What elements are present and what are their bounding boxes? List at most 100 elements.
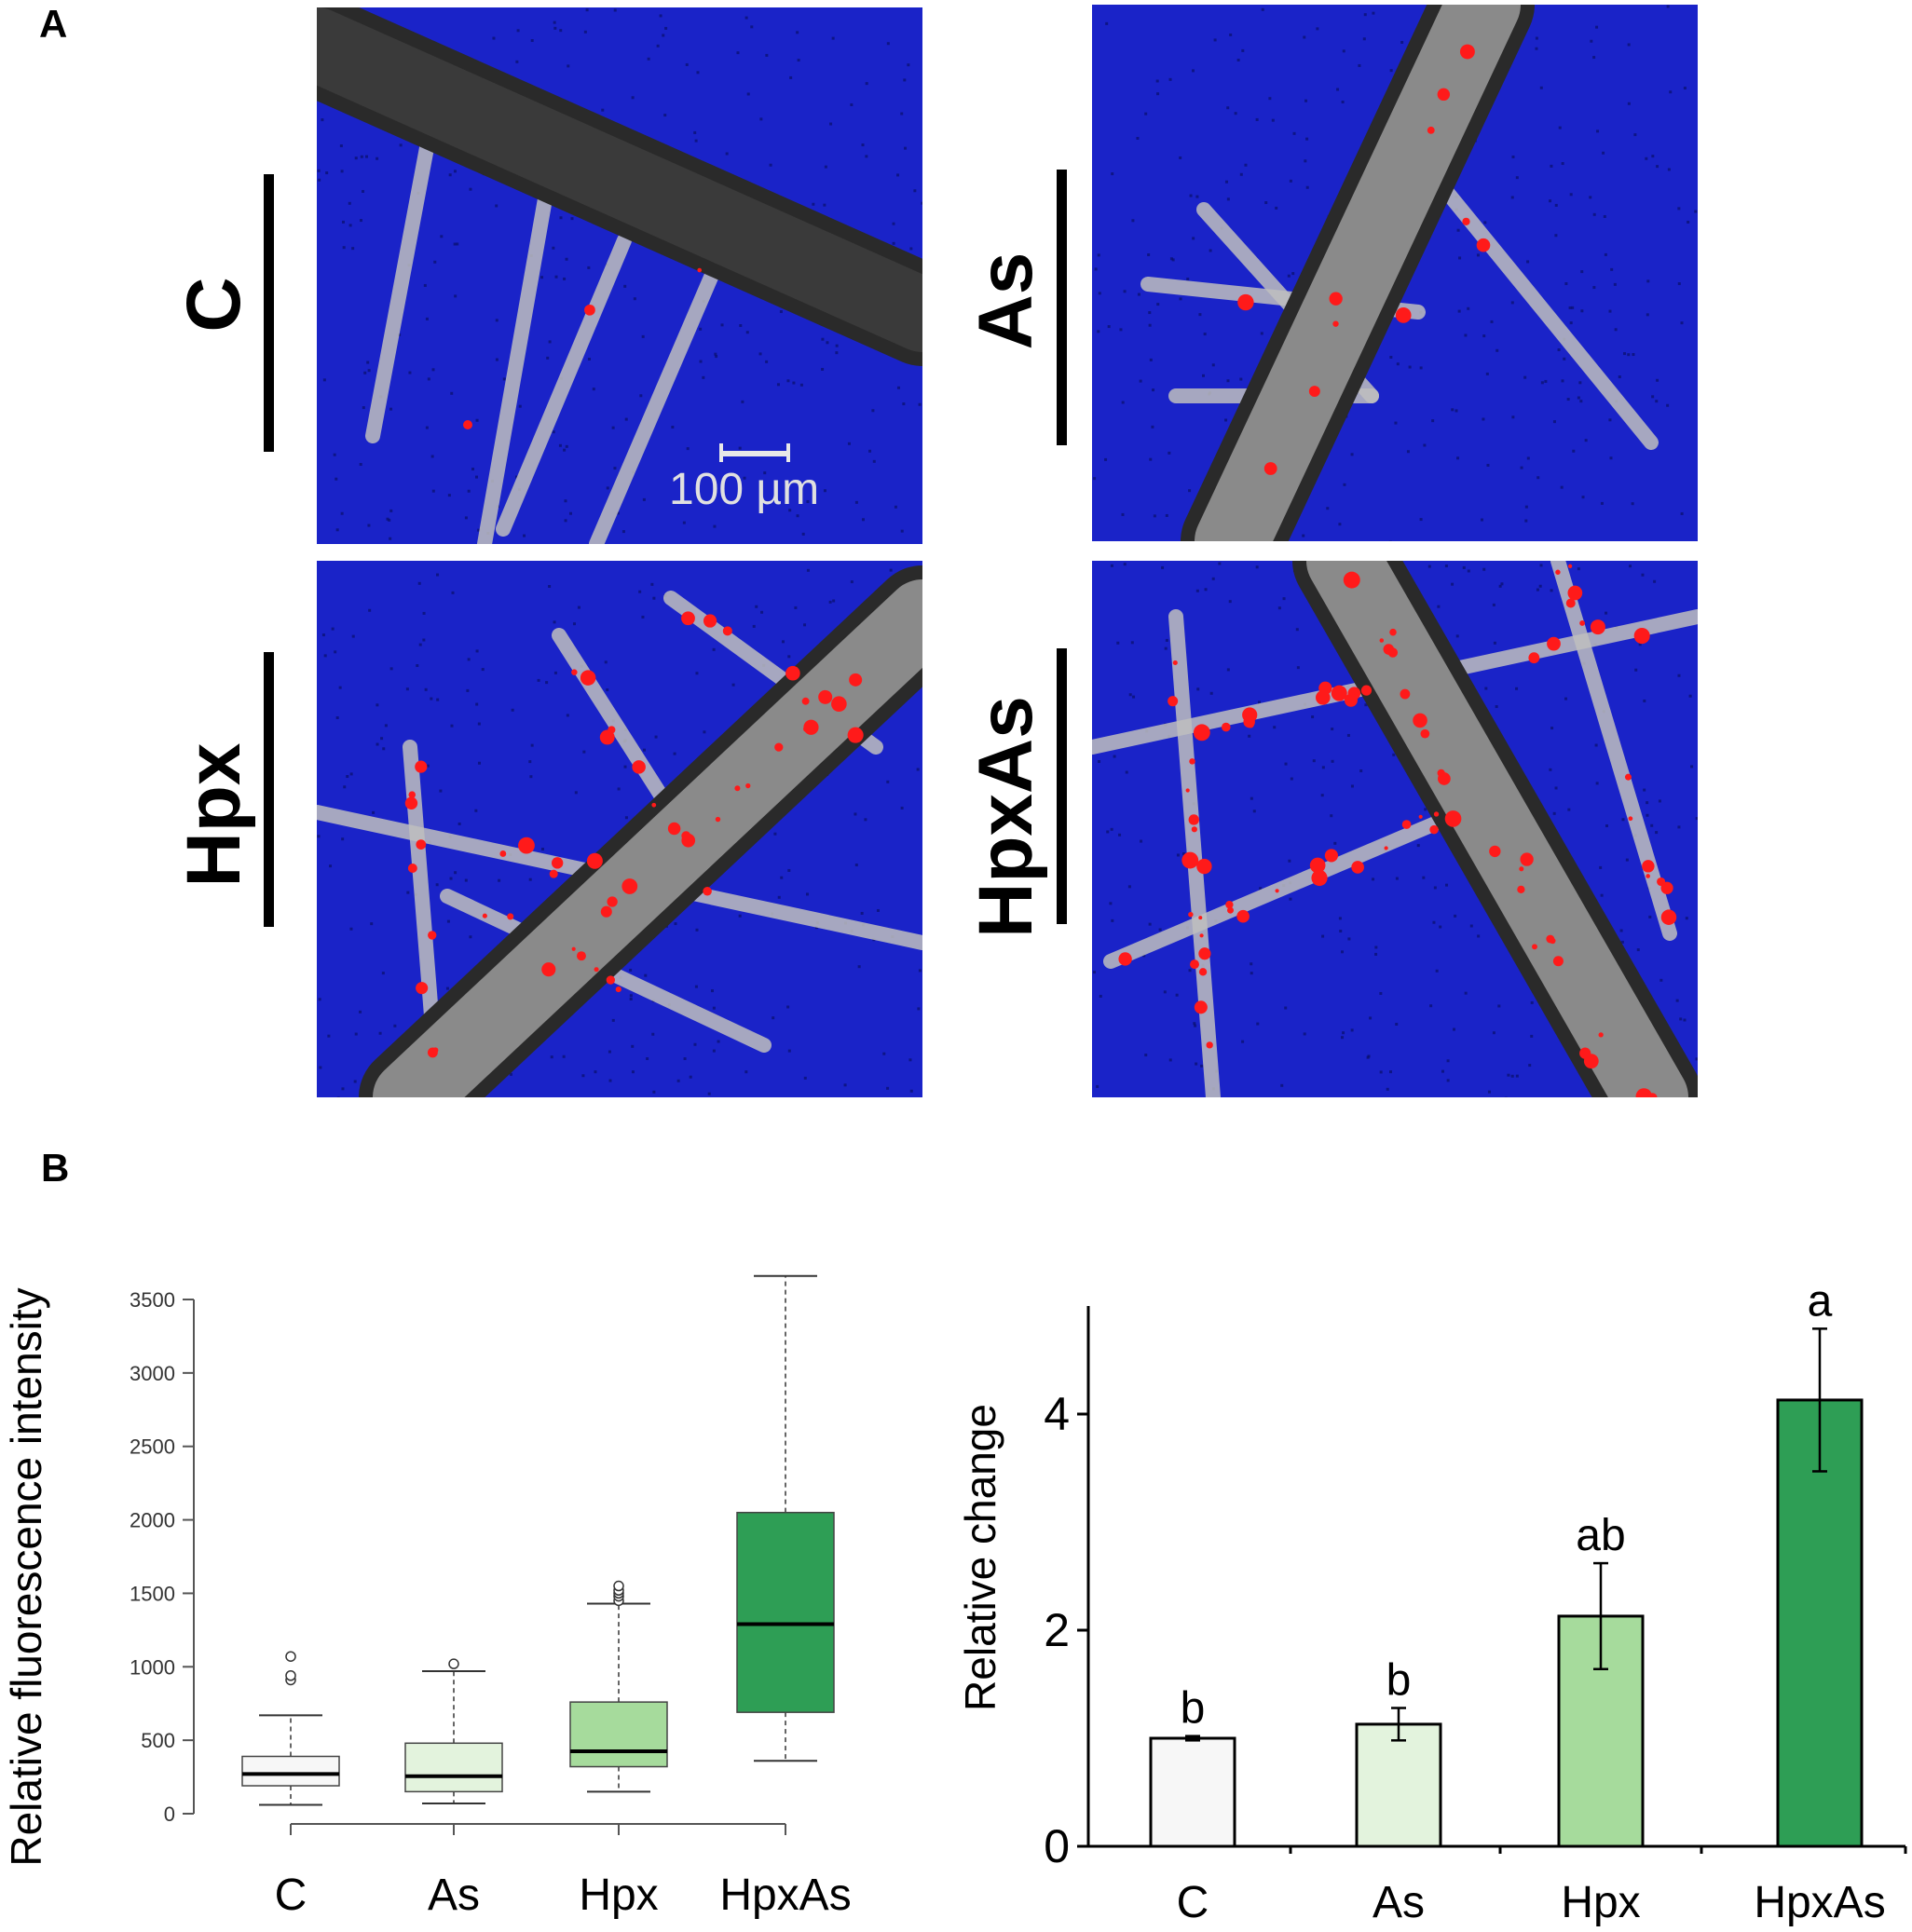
background-speckle <box>694 985 698 988</box>
background-speckle <box>1144 112 1148 116</box>
background-speckle <box>477 722 481 726</box>
background-speckle <box>1605 611 1608 615</box>
background-speckle <box>511 708 514 712</box>
background-speckle <box>475 702 479 706</box>
background-speckle <box>1590 39 1593 43</box>
fluorescence-spot <box>1567 585 1583 601</box>
background-speckle <box>553 20 556 24</box>
background-speckle <box>1492 1031 1495 1035</box>
background-speckle <box>1469 924 1473 928</box>
background-speckle <box>424 687 428 691</box>
background-speckle <box>1395 1022 1399 1026</box>
background-speckle <box>1530 1034 1534 1038</box>
background-speckle <box>1125 770 1128 774</box>
background-speckle <box>1690 765 1694 769</box>
background-speckle <box>1241 48 1245 52</box>
fluorescence-spot <box>1379 638 1385 643</box>
background-speckle <box>695 928 699 932</box>
background-speckle <box>796 31 799 34</box>
fluorescence-spot <box>1624 773 1632 781</box>
background-speckle <box>1680 321 1684 325</box>
background-speckle <box>685 62 689 66</box>
background-speckle <box>1498 584 1502 588</box>
background-speckle <box>546 356 550 360</box>
background-speckle <box>835 351 839 355</box>
background-speckle <box>744 1070 748 1074</box>
background-speckle <box>360 155 363 158</box>
background-speckle <box>1291 272 1295 276</box>
background-speckle <box>562 1054 566 1058</box>
background-speckle <box>676 1079 680 1082</box>
background-speckle <box>1104 457 1108 461</box>
fluorescence-spot <box>1118 952 1132 966</box>
background-speckle <box>1121 401 1125 404</box>
fluorescence-spot <box>1343 571 1360 589</box>
background-speckle <box>445 986 449 990</box>
fluorescence-spot <box>1532 944 1537 950</box>
background-speckle <box>1374 946 1378 949</box>
fluorescence-spot <box>831 696 847 713</box>
scale-bar-cap-left <box>719 443 723 462</box>
background-speckle <box>495 358 498 361</box>
fluorescence-spot <box>1590 619 1605 635</box>
background-speckle <box>876 908 880 912</box>
background-speckle <box>540 276 544 279</box>
fluorescence-spot <box>1188 911 1194 918</box>
background-speckle <box>1554 203 1558 207</box>
background-speckle <box>1482 417 1485 421</box>
background-speckle <box>1599 865 1603 869</box>
fluorescence-spot <box>1316 690 1331 705</box>
background-speckle <box>896 386 900 389</box>
background-speckle <box>1198 313 1202 317</box>
background-speckle <box>1456 456 1460 460</box>
background-speckle <box>1621 818 1625 822</box>
background-speckle <box>865 155 868 158</box>
significance-label: a <box>1808 1276 1833 1326</box>
background-speckle <box>1623 352 1627 356</box>
background-speckle <box>886 1086 890 1090</box>
background-speckle <box>854 864 858 867</box>
micrograph-c-image <box>317 7 922 544</box>
background-speckle <box>1171 258 1175 262</box>
background-speckle <box>1292 131 1296 135</box>
fluorescence-spot <box>1433 811 1440 817</box>
fluorescence-spot <box>1384 846 1388 850</box>
background-speckle <box>624 816 628 820</box>
background-speckle <box>378 1031 382 1035</box>
fluorescence-spot <box>416 839 427 850</box>
fluorescence-spot <box>1181 851 1199 869</box>
background-speckle <box>1346 733 1350 737</box>
background-speckle <box>1321 934 1325 938</box>
background-speckle <box>1195 589 1199 592</box>
background-speckle <box>1645 156 1648 160</box>
background-speckle <box>696 71 700 75</box>
fluorescence-spot <box>549 869 558 878</box>
background-speckle <box>318 178 321 182</box>
background-speckle <box>1429 1004 1433 1008</box>
background-speckle <box>362 406 365 410</box>
background-speckle <box>682 521 686 524</box>
background-speckle <box>1687 220 1690 224</box>
background-speckle <box>1093 971 1097 974</box>
background-speckle <box>1431 419 1435 423</box>
background-speckle <box>1161 565 1165 569</box>
background-speckle <box>1239 377 1243 381</box>
background-speckle <box>1572 449 1576 453</box>
background-speckle <box>755 605 758 608</box>
background-speckle <box>1592 286 1596 290</box>
background-speckle <box>1608 309 1612 313</box>
label-bar-c <box>264 174 274 452</box>
background-speckle <box>333 453 336 456</box>
background-speckle <box>832 599 836 603</box>
boxplot-chart: 0 500 1000 1500 2000 2500 3000 3500 Relative flu… <box>2 1274 852 1920</box>
fluorescence-spot <box>818 689 833 704</box>
background-speckle <box>623 284 627 288</box>
background-speckle <box>812 202 815 206</box>
background-speckle <box>1435 969 1439 973</box>
background-speckle <box>1659 978 1663 982</box>
background-speckle <box>731 683 735 687</box>
fluorescence-spot <box>1188 814 1199 825</box>
fluorescence-spot <box>1189 758 1195 765</box>
background-speckle <box>1374 952 1378 956</box>
background-speckle <box>1620 940 1624 944</box>
